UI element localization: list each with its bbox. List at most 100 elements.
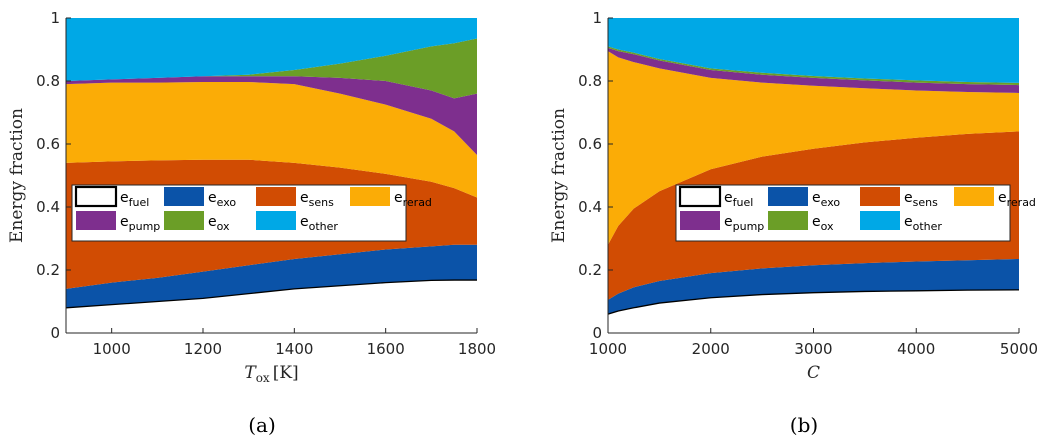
area-e-pump <box>608 47 1019 93</box>
x-tick-label: 1800 <box>458 340 496 358</box>
area-e-pump <box>66 76 477 156</box>
legend-label-subscript: exo <box>821 196 841 209</box>
x-tick-label: 1400 <box>275 340 313 358</box>
legend-label-base: e <box>904 190 913 206</box>
legend-label-subscript: pump <box>733 220 765 233</box>
legend-label: efuel <box>120 190 149 209</box>
x-axis-label-symbol: C <box>807 363 820 383</box>
legend-label-subscript: pump <box>129 220 161 233</box>
area-e-rerad <box>608 51 1019 245</box>
area-e-exo <box>608 258 1019 315</box>
legend-label-subscript: ox <box>821 220 834 233</box>
legend-label-base: e <box>208 214 217 230</box>
legend-label: eox <box>208 214 230 233</box>
y-axis-label: Energy fraction <box>549 108 569 243</box>
legend-swatch <box>256 211 296 230</box>
y-tick-label: 0.4 <box>36 198 60 216</box>
x-tick-label: 5000 <box>1000 340 1037 358</box>
legend-label-subscript: sens <box>309 196 334 209</box>
panel-caption: (b) <box>790 413 818 437</box>
panel-a: 0 0.2 0.4 0.6 0.8 1 1000 1200 1400 1600 1800 Energy… <box>7 9 496 437</box>
legend-swatch <box>768 211 808 230</box>
legend-label: esens <box>300 190 334 209</box>
y-tick-label: 0.6 <box>36 135 60 153</box>
y-tick-label: 0.2 <box>578 261 602 279</box>
legend-label: ererad <box>394 190 432 209</box>
stacked-areas <box>66 18 477 333</box>
legend-entry-e-rerad: ererad <box>350 187 432 209</box>
legend-swatch <box>768 187 808 206</box>
legend-label-subscript: sens <box>913 196 938 209</box>
legend-swatch <box>74 185 118 208</box>
legend-label-subscript: other <box>309 220 339 233</box>
legend-label: ererad <box>998 190 1036 209</box>
legend-swatch <box>680 211 720 230</box>
x-tick-label: 4000 <box>897 340 935 358</box>
legend-swatch <box>164 187 204 206</box>
area-e-other <box>608 18 1019 83</box>
y-tick-label: 1 <box>50 9 60 27</box>
y-tick-label: 0 <box>592 324 602 342</box>
legend-label: eother <box>904 214 942 233</box>
legend-label-base: e <box>394 190 403 206</box>
area-e-exo <box>66 244 477 308</box>
y-tick-label: 0.6 <box>578 135 602 153</box>
legend-label-base: e <box>300 190 309 206</box>
legend-entry-e-exo: eexo <box>164 187 236 209</box>
legend-swatch <box>256 187 296 206</box>
x-axis-label-subscript: ox <box>256 371 270 385</box>
legend-entry-e-sens: esens <box>256 187 334 209</box>
legend-swatch <box>164 211 204 230</box>
legend-label-subscript: rerad <box>1007 196 1036 209</box>
area-e-ox <box>608 46 1019 86</box>
legend-entry-e-ox: eox <box>164 211 230 233</box>
x-tick-label: 2000 <box>692 340 730 358</box>
legend-entry-e-ox: eox <box>768 211 834 233</box>
legend-swatch <box>954 187 994 206</box>
stacked-areas <box>608 18 1019 333</box>
x-axis-label: C <box>807 363 820 383</box>
panel-b: 0 0.2 0.4 0.6 0.8 1 1000 2000 3000 4000 5000 Energy… <box>549 9 1037 437</box>
legend-label-base: e <box>724 214 733 230</box>
x-axis-label-unit: [K] <box>273 363 299 383</box>
legend-label-base: e <box>998 190 1007 206</box>
x-tick-label: 1000 <box>589 340 627 358</box>
legend-label: efuel <box>724 190 753 209</box>
x-tick-label: 1000 <box>93 340 131 358</box>
area-e-fuel <box>608 289 1019 333</box>
legend-label-base: e <box>120 190 129 206</box>
legend-label-subscript: fuel <box>129 196 150 209</box>
legend-entry-e-fuel: efuel <box>678 185 753 209</box>
legend-label: eox <box>812 214 834 233</box>
y-tick-label: 0.8 <box>36 72 60 90</box>
legend-label: eexo <box>812 190 840 209</box>
x-tick-label: 3000 <box>794 340 832 358</box>
legend-entry-e-other: eother <box>860 211 942 233</box>
legend-label-subscript: rerad <box>403 196 432 209</box>
y-tick-label: 0 <box>50 324 60 342</box>
x-tick-label: 1600 <box>367 340 405 358</box>
legend-entry-e-other: eother <box>256 211 338 233</box>
fuel-boundary-line <box>608 289 1019 315</box>
legend-label-subscript: fuel <box>733 196 754 209</box>
area-e-fuel <box>66 280 477 333</box>
legend-entry-e-fuel: efuel <box>74 185 149 209</box>
legend-label-base: e <box>812 214 821 230</box>
panel-caption: (a) <box>248 413 276 437</box>
legend-box <box>71 184 407 242</box>
legend-entry-e-pump: epump <box>680 211 764 233</box>
legend-label-base: e <box>120 214 129 230</box>
y-tick-label: 0.8 <box>578 72 602 90</box>
x-axis-label-symbol: T <box>244 363 257 383</box>
legend-label: eother <box>300 214 338 233</box>
x-axis-label: Tox [K] <box>244 363 298 385</box>
legend-entry-e-pump: epump <box>76 211 160 233</box>
legend-label: epump <box>120 214 160 233</box>
legend-label-subscript: exo <box>217 196 237 209</box>
x-tick-label: 1200 <box>184 340 222 358</box>
legend-label: esens <box>904 190 938 209</box>
legend-label-base: e <box>208 190 217 206</box>
